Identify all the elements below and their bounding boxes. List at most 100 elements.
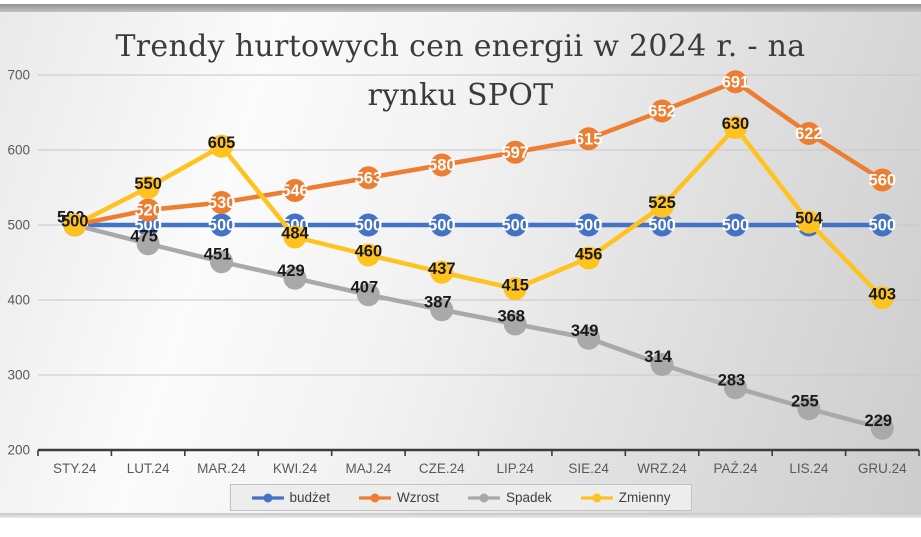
data-point <box>723 70 747 94</box>
data-point <box>356 166 380 190</box>
data-label: 550 <box>134 175 162 193</box>
legend-label: Wzrost <box>396 490 439 505</box>
data-label: 451 <box>204 245 232 263</box>
data-point <box>356 213 380 237</box>
data-label: 530 <box>208 194 236 212</box>
legend-item-Spadek[interactable]: Spadek <box>467 490 552 505</box>
legend-line-marker-icon <box>580 493 613 502</box>
slide-bottom-edge <box>0 513 921 518</box>
data-point <box>136 198 160 222</box>
data-label: 615 <box>575 130 603 148</box>
data-point <box>503 213 527 237</box>
data-label: 500 <box>648 217 676 235</box>
data-point <box>577 326 601 350</box>
data-point <box>283 179 307 202</box>
chart-legend: budżet Wzrost Spadek Zmienny <box>229 484 692 511</box>
data-point <box>723 376 747 400</box>
data-label: 520 <box>134 202 162 220</box>
data-point <box>210 213 234 237</box>
data-label: 500 <box>208 217 236 235</box>
chart-title-line1: Trendy hurtowych cen energii w 2024 r. -… <box>115 29 806 64</box>
x-tick-label: STY.24 <box>53 461 97 476</box>
data-point <box>356 243 380 267</box>
legend-label: Spadek <box>505 490 552 505</box>
data-point <box>210 250 234 274</box>
series-budżet: 500500500500500500500500500500500500 <box>61 213 897 237</box>
y-tick-label: 300 <box>7 368 30 383</box>
legend-label: budżet <box>289 490 330 505</box>
x-tick-label: MAR.24 <box>197 461 246 476</box>
series-line <box>72 125 885 300</box>
data-point <box>723 116 747 139</box>
data-point <box>430 298 454 322</box>
x-tick-label: WRZ.24 <box>637 461 687 476</box>
data-label: 500 <box>722 217 750 235</box>
data-point <box>503 277 527 301</box>
x-axis-labels: STY.24 LUT.24 MAR.24 KWI.24 MAJ.24 CZE.24 LIP.… <box>53 461 907 476</box>
data-point <box>283 266 307 290</box>
data-label: 368 <box>497 308 525 326</box>
data-label: 500 <box>428 217 456 235</box>
data-label: 500 <box>355 217 383 235</box>
data-label: 500 <box>61 213 89 231</box>
data-point <box>577 246 601 270</box>
data-point <box>870 286 894 310</box>
data-point <box>430 153 454 177</box>
x-tick-label: LIS.24 <box>789 461 829 476</box>
data-point <box>870 168 894 192</box>
data-point <box>503 140 527 164</box>
data-point <box>870 416 894 440</box>
legend-line-marker-icon <box>358 493 391 502</box>
series-line <box>72 222 885 431</box>
x-tick-label: LIP.24 <box>497 461 535 476</box>
data-label: 605 <box>208 134 236 152</box>
data-point <box>650 213 674 237</box>
data-point <box>797 397 821 421</box>
x-tick-label: CZE.24 <box>419 461 465 476</box>
data-point <box>577 127 601 151</box>
data-point <box>430 260 454 284</box>
data-label: 504 <box>795 210 823 228</box>
data-label: 546 <box>281 182 309 200</box>
data-label: 500 <box>575 217 603 235</box>
slide-top-edge <box>0 4 921 12</box>
legend-item-Zmienny[interactable]: Zmienny <box>580 490 671 505</box>
data-point <box>63 213 87 237</box>
data-point <box>797 122 821 145</box>
data-label: 437 <box>428 260 456 278</box>
data-point <box>136 176 160 199</box>
data-label: 525 <box>648 194 676 212</box>
y-tick-label: 600 <box>7 143 30 158</box>
data-label: 500 <box>134 217 162 235</box>
data-point <box>650 194 674 218</box>
data-label: 415 <box>501 276 529 294</box>
legend-item-Wzrost[interactable]: Wzrost <box>358 490 439 505</box>
legend-label: Zmienny <box>618 490 671 505</box>
data-label: 460 <box>355 243 383 261</box>
data-point <box>503 312 527 336</box>
data-point <box>650 353 674 376</box>
x-tick-label: PAŹ.24 <box>713 461 758 476</box>
x-tick-label: MAJ.24 <box>345 461 391 476</box>
data-label: 500 <box>869 217 897 235</box>
data-point <box>797 210 821 234</box>
x-axis <box>37 448 920 456</box>
data-label: 500 <box>501 217 529 235</box>
legend-line-marker-icon <box>251 493 284 502</box>
series-Spadek: 500475451429407387368349314283255229 <box>57 209 894 440</box>
y-tick-label: 400 <box>7 293 30 308</box>
data-label: 560 <box>869 172 897 190</box>
chart-title-line2: rynku SPOT <box>367 78 554 113</box>
data-label: 403 <box>869 285 897 303</box>
data-label: 387 <box>424 293 452 311</box>
legend-item-budżet[interactable]: budżet <box>250 490 330 505</box>
y-axis-labels: 200 300 400 500 600 700 <box>7 68 30 458</box>
data-label: 229 <box>865 412 893 430</box>
data-label: 630 <box>722 115 750 133</box>
y-tick-label: 500 <box>7 218 30 233</box>
data-label: 563 <box>355 169 383 187</box>
series-line <box>72 79 885 228</box>
x-tick-label: SIE.24 <box>568 461 609 476</box>
